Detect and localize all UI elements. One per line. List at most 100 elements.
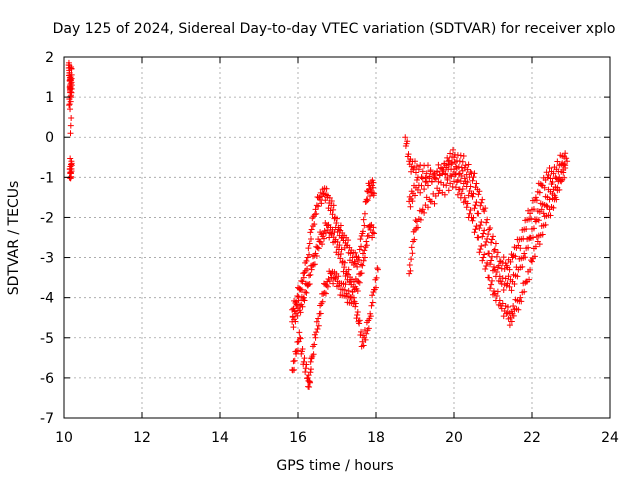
data-point [520, 235, 527, 242]
data-point [442, 171, 449, 178]
data-point [67, 130, 74, 137]
data-point [330, 202, 337, 209]
data-point [423, 178, 430, 185]
data-point [299, 278, 306, 285]
x-tick-labels: 10 12 14 16 18 20 22 24 [55, 430, 619, 446]
y-tick-labels: 2 1 0 -1 -2 -3 -4 -5 -6 -7 [40, 50, 54, 427]
data-point [548, 181, 555, 188]
data-point [554, 158, 561, 165]
data-point [556, 186, 563, 193]
data-point [311, 341, 318, 348]
data-point [488, 239, 495, 246]
data-point [547, 175, 554, 182]
data-point [418, 182, 425, 189]
data-points [65, 59, 571, 390]
data-point [295, 347, 301, 354]
data-point [425, 162, 431, 169]
data-point [529, 258, 535, 265]
data-point [432, 175, 439, 182]
data-point [473, 180, 480, 187]
data-point [485, 231, 492, 238]
data-point [484, 216, 491, 223]
data-point [519, 263, 526, 270]
data-point [358, 243, 365, 250]
data-point [356, 320, 363, 327]
data-point [306, 281, 313, 288]
data-point [313, 318, 320, 325]
data-point [290, 324, 297, 331]
data-point [292, 300, 299, 307]
data-point [490, 233, 496, 240]
data-point [459, 185, 466, 192]
data-point [367, 185, 374, 192]
axis-ticks [63, 56, 611, 419]
data-point [349, 288, 356, 295]
data-point [521, 288, 528, 295]
data-point [357, 236, 364, 243]
data-point [545, 172, 552, 179]
data-point [422, 179, 429, 186]
data-point [476, 188, 483, 195]
data-point [369, 234, 376, 241]
y-tick-label: -3 [40, 251, 54, 267]
data-point [438, 164, 444, 171]
data-point [297, 335, 304, 342]
data-point [374, 266, 381, 273]
series-2 [289, 158, 569, 331]
data-point [423, 170, 430, 177]
data-point [435, 190, 442, 197]
data-point [413, 177, 420, 184]
data-point [405, 151, 412, 158]
data-point [313, 329, 320, 336]
data-point [473, 223, 480, 230]
data-point [494, 264, 501, 271]
data-point [419, 206, 426, 213]
data-point [550, 170, 557, 177]
data-point [525, 244, 532, 251]
data-point [369, 292, 376, 299]
data-point [370, 184, 377, 191]
data-point [561, 174, 568, 181]
data-point [486, 226, 493, 233]
data-point [443, 182, 450, 189]
data-point [529, 234, 536, 241]
data-point [412, 217, 419, 224]
data-point [309, 262, 316, 269]
data-point [371, 190, 378, 197]
data-point [306, 272, 313, 279]
data-point [323, 282, 330, 289]
data-point [505, 273, 512, 280]
data-point [412, 192, 418, 199]
data-point [306, 383, 313, 390]
data-point [527, 266, 534, 273]
data-point [414, 224, 421, 231]
x-axis-label: GPS time / hours [276, 458, 393, 474]
data-point [425, 204, 431, 211]
data-point [335, 251, 342, 258]
data-point [419, 168, 426, 175]
data-point [526, 276, 533, 283]
data-point [313, 252, 320, 259]
data-point [67, 106, 74, 113]
data-point [477, 246, 484, 253]
data-point [409, 198, 416, 205]
data-point [291, 357, 298, 364]
data-point [435, 161, 442, 168]
data-point [361, 222, 368, 229]
data-point [341, 264, 348, 271]
data-point [523, 225, 530, 232]
data-point [369, 229, 376, 236]
data-point [518, 298, 525, 305]
data-point [335, 273, 342, 280]
data-point [307, 229, 314, 236]
data-point [373, 274, 380, 281]
y-tick-label: -2 [40, 210, 54, 226]
y-tick-label: -7 [40, 411, 54, 427]
data-point [68, 82, 75, 89]
data-point [536, 189, 543, 196]
data-point [321, 235, 327, 242]
data-point [488, 257, 495, 264]
data-point [333, 220, 340, 227]
data-point [480, 254, 487, 261]
data-point [300, 358, 307, 365]
